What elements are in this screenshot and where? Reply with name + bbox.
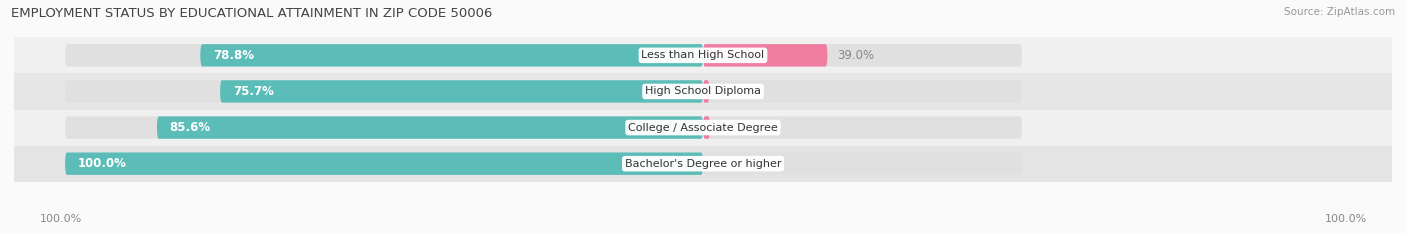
FancyBboxPatch shape [65,44,703,67]
FancyBboxPatch shape [200,44,703,67]
Text: 75.7%: 75.7% [233,85,274,98]
Text: 100.0%: 100.0% [39,214,82,224]
FancyBboxPatch shape [65,116,703,139]
Text: 2.0%: 2.0% [718,85,749,98]
FancyBboxPatch shape [703,116,710,139]
Text: 39.0%: 39.0% [837,49,875,62]
FancyBboxPatch shape [65,152,703,175]
Text: College / Associate Degree: College / Associate Degree [628,123,778,133]
FancyBboxPatch shape [157,116,703,139]
FancyBboxPatch shape [703,44,1022,67]
FancyBboxPatch shape [221,80,703,103]
Bar [14,37,1392,73]
Text: 0.0%: 0.0% [713,157,742,170]
Text: Less than High School: Less than High School [641,50,765,60]
FancyBboxPatch shape [703,80,710,103]
Text: High School Diploma: High School Diploma [645,86,761,96]
Bar [14,73,1392,110]
FancyBboxPatch shape [703,152,1022,175]
FancyBboxPatch shape [703,116,1022,139]
Text: 2.2%: 2.2% [720,121,749,134]
FancyBboxPatch shape [703,80,1022,103]
Text: 100.0%: 100.0% [77,157,127,170]
Text: Bachelor's Degree or higher: Bachelor's Degree or higher [624,159,782,169]
Text: 100.0%: 100.0% [1324,214,1367,224]
Text: EMPLOYMENT STATUS BY EDUCATIONAL ATTAINMENT IN ZIP CODE 50006: EMPLOYMENT STATUS BY EDUCATIONAL ATTAINM… [11,7,492,20]
FancyBboxPatch shape [703,44,827,67]
FancyBboxPatch shape [65,152,703,175]
Bar [14,110,1392,146]
Text: 78.8%: 78.8% [214,49,254,62]
Text: Source: ZipAtlas.com: Source: ZipAtlas.com [1284,7,1395,17]
FancyBboxPatch shape [65,80,703,103]
Bar [14,146,1392,182]
Text: 85.6%: 85.6% [170,121,211,134]
